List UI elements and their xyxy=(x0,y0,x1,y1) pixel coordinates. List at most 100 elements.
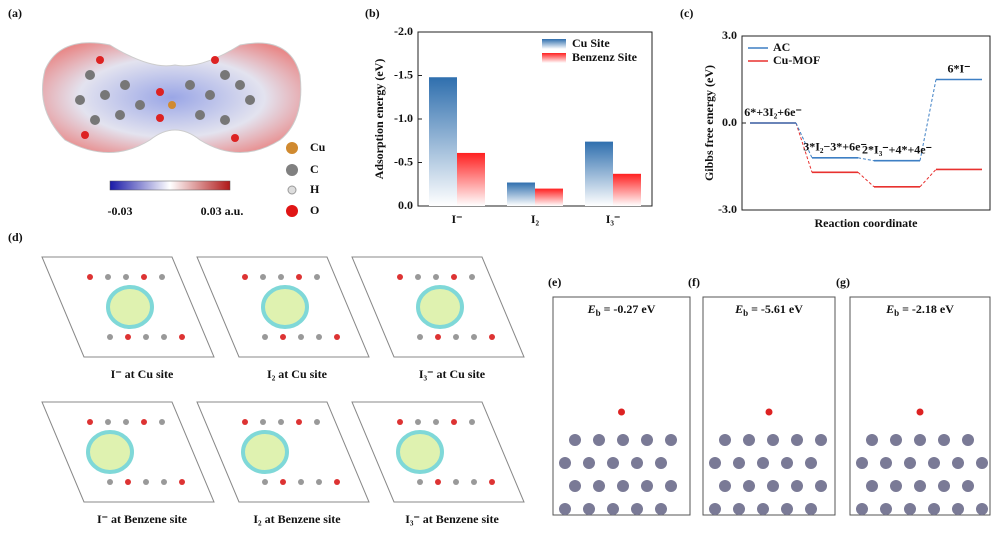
atom xyxy=(415,419,421,425)
state-label: 6*+3I₂+6e⁻ xyxy=(744,105,802,119)
atom xyxy=(433,419,439,425)
atom xyxy=(767,480,779,492)
atom xyxy=(781,457,793,469)
atom xyxy=(314,274,320,280)
atom xyxy=(952,503,964,515)
atom xyxy=(296,419,302,425)
atom xyxy=(767,434,779,446)
atom xyxy=(471,479,477,485)
atom xyxy=(316,334,322,340)
legend-swatch xyxy=(287,185,297,195)
atom xyxy=(617,434,629,446)
panel-label: (d) xyxy=(8,230,23,244)
atom xyxy=(453,479,459,485)
atom xyxy=(719,480,731,492)
binding-energy: Eb = -5.61 eV xyxy=(734,302,803,318)
atom xyxy=(976,457,988,469)
atom xyxy=(856,457,868,469)
subscript: b xyxy=(596,308,601,318)
connector xyxy=(795,122,813,159)
charge-density xyxy=(416,285,464,329)
atom xyxy=(733,457,745,469)
atom xyxy=(179,479,185,485)
atom xyxy=(709,503,721,515)
y-tick-label: -2.0 xyxy=(394,24,413,38)
panel-label: (g) xyxy=(836,275,850,289)
atom xyxy=(107,334,113,340)
atom xyxy=(141,274,147,280)
atom xyxy=(880,457,892,469)
atom xyxy=(757,457,769,469)
atom xyxy=(631,503,643,515)
atom xyxy=(641,434,653,446)
atom xyxy=(125,334,131,340)
atom xyxy=(583,503,595,515)
x-tick-label: I₂ xyxy=(531,212,540,226)
atom xyxy=(280,479,286,485)
esp-surface xyxy=(42,42,302,153)
atom xyxy=(417,479,423,485)
atom xyxy=(123,274,129,280)
state-label: 3*I₂−3*+6e⁻ xyxy=(803,140,867,154)
atom xyxy=(743,480,755,492)
legend-swatch xyxy=(542,39,566,49)
atom xyxy=(280,334,286,340)
atom xyxy=(904,503,916,515)
y-tick-label: 0.0 xyxy=(398,198,413,212)
atom xyxy=(569,480,581,492)
atom xyxy=(489,479,495,485)
atom xyxy=(890,434,902,446)
atom xyxy=(665,434,677,446)
connector xyxy=(795,122,813,173)
legend-label: C xyxy=(310,162,319,176)
atom xyxy=(397,274,403,280)
atom xyxy=(298,334,304,340)
atom xyxy=(719,434,731,446)
panel-label: (b) xyxy=(365,6,380,20)
atom xyxy=(709,457,721,469)
atom xyxy=(757,503,769,515)
atom xyxy=(583,457,595,469)
atom xyxy=(655,503,667,515)
bar xyxy=(535,188,563,206)
cell-outline xyxy=(41,401,215,503)
y-tick-label: -3.0 xyxy=(718,202,737,216)
charge-density xyxy=(261,285,309,329)
atom xyxy=(262,479,268,485)
atom xyxy=(914,480,926,492)
symbol: E xyxy=(885,302,894,316)
atom xyxy=(781,503,793,515)
atom xyxy=(316,479,322,485)
subscript: b xyxy=(743,308,748,318)
atom xyxy=(141,419,147,425)
y-tick-label: -1.5 xyxy=(394,67,413,81)
panel-label: (e) xyxy=(548,275,561,289)
binding-energy: Eb = -0.27 eV xyxy=(587,302,656,318)
atom xyxy=(607,503,619,515)
symbol: E xyxy=(587,302,596,316)
atom xyxy=(87,419,93,425)
atom xyxy=(105,419,111,425)
legend-label: AC xyxy=(773,40,790,54)
cell-outline xyxy=(351,401,525,503)
atom xyxy=(815,480,827,492)
atom xyxy=(791,434,803,446)
y-axis-label: Adsorption energy (eV) xyxy=(372,59,386,180)
y-axis-label: Gibbs free energy (eV) xyxy=(702,65,716,181)
panel-label: (a) xyxy=(8,6,22,20)
atom xyxy=(433,274,439,280)
atom xyxy=(107,479,113,485)
atom xyxy=(469,274,475,280)
atom xyxy=(962,434,974,446)
atom xyxy=(179,334,185,340)
cu-atom xyxy=(168,101,176,109)
atom xyxy=(559,503,571,515)
atom xyxy=(569,434,581,446)
adsorbate xyxy=(916,408,924,416)
y-tick-label: 3.0 xyxy=(722,28,737,42)
caption: I⁻ at Benzene site xyxy=(97,512,188,526)
adsorbate xyxy=(765,408,773,416)
colorbar xyxy=(109,180,231,191)
atom xyxy=(962,480,974,492)
atom xyxy=(655,457,667,469)
